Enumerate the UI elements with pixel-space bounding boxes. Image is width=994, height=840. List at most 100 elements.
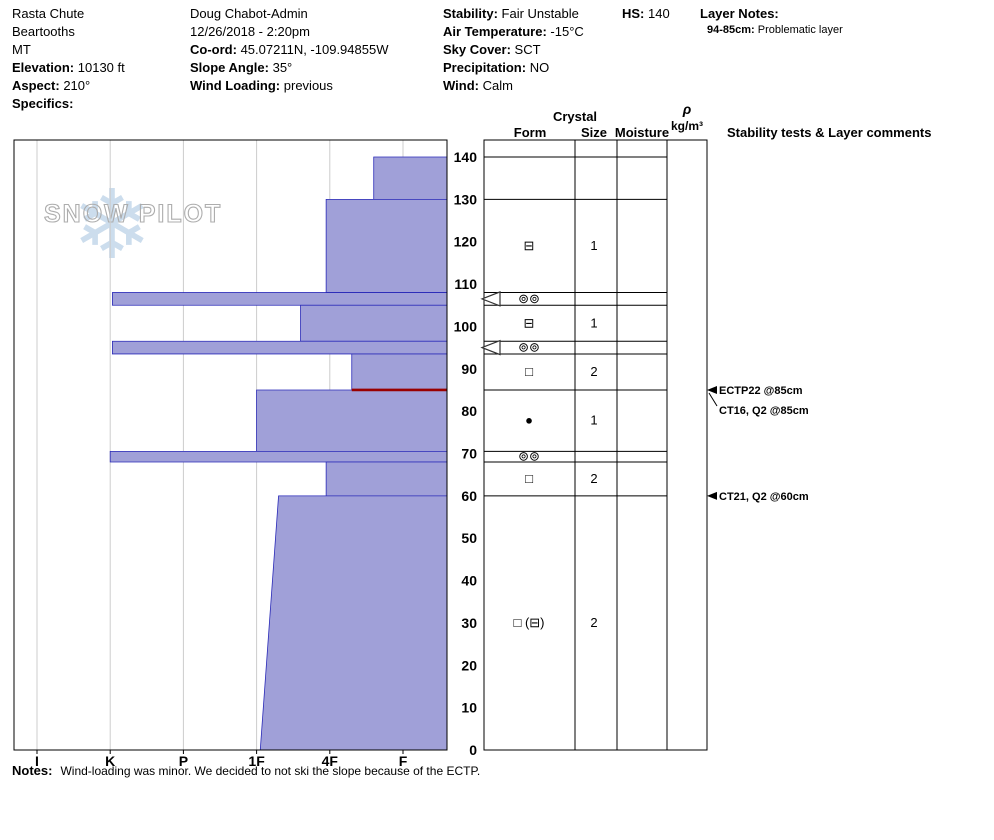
sky-cover-value: SCT — [514, 42, 541, 57]
slope-angle-label: Slope Angle: — [190, 60, 269, 75]
precipitation-label: Precipitation: — [443, 60, 527, 75]
site-elevation: Elevation: 10130 ft — [12, 59, 125, 77]
depth-label: 120 — [454, 234, 478, 250]
notes-label: Notes: — [12, 763, 53, 778]
depth-label: 100 — [454, 318, 478, 334]
elevation-value: 10130 ft — [77, 60, 125, 75]
depth-label: 90 — [461, 361, 477, 377]
crystal-form: ⊚⊚ — [518, 449, 540, 464]
size-header: Size — [581, 125, 607, 140]
stability-value: Fair Unstable — [501, 6, 579, 21]
header-hs-column: HS: 140 — [622, 5, 670, 23]
hs-label: HS: — [622, 6, 645, 21]
hardness-axis-label: F — [399, 753, 408, 769]
layer-bar — [256, 389, 448, 452]
depth-label: 110 — [454, 276, 477, 292]
layer-note-text: Problematic layer — [757, 24, 843, 36]
slope-angle-value: 35° — [272, 60, 293, 75]
air-temp-value: -15°C — [550, 24, 584, 39]
density-unit: kg/m³ — [671, 119, 703, 133]
wind-loading-value: previous — [283, 78, 333, 93]
table-border — [483, 139, 708, 751]
layer-bar — [300, 304, 448, 342]
depth-label: 40 — [461, 573, 477, 589]
crystal-size: 1 — [590, 315, 597, 330]
layer-of-concern-arrow-icon — [480, 339, 501, 356]
notes-text: Wind-loading was minor. We decided to no… — [60, 764, 481, 778]
stability-test-label: ECTP22 @85cm — [719, 385, 803, 397]
site-name: Rasta Chute — [12, 6, 85, 21]
layer-note: 94-85cm: Problematic layer — [707, 23, 843, 38]
sky-cover-label: Sky Cover: — [443, 42, 511, 57]
layer-bar — [111, 292, 448, 306]
site-specifics: Specifics: — [12, 95, 125, 113]
moisture-header: Moisture — [615, 125, 669, 140]
crystal-form: ⊚⊚ — [518, 340, 540, 355]
wind-value: Calm — [482, 78, 513, 93]
depth-label: 20 — [461, 657, 477, 673]
depth-label: 130 — [454, 191, 478, 207]
wind-loading: Wind Loading: previous — [190, 77, 388, 95]
site-state: MT — [12, 42, 31, 57]
depth-label: 80 — [461, 403, 477, 419]
crystal-form: □ — [525, 471, 533, 486]
depth-label: 0 — [469, 742, 477, 758]
layer-notes-label: Layer Notes: — [700, 6, 779, 21]
site-aspect: Aspect: 210° — [12, 77, 125, 95]
coord-label: Co-ord: — [190, 42, 237, 57]
layer-bar — [325, 461, 448, 497]
hardness-axis-label: 4F — [322, 753, 339, 769]
observation-datetime: 12/26/2018 - 2:20pm — [190, 24, 310, 39]
layer-bar — [259, 495, 448, 751]
depth-label: 60 — [461, 488, 477, 504]
aspect-label: Aspect: — [12, 78, 60, 93]
height-of-snow: HS: 140 — [622, 5, 670, 23]
depth-label: 50 — [461, 530, 477, 546]
layer-bar — [109, 450, 448, 463]
stability-label: Stability: — [443, 6, 498, 21]
crystal-form: □ (⊟) — [513, 615, 544, 630]
layer-bar — [351, 353, 448, 391]
aspect-value: 210° — [63, 78, 91, 93]
site-range: Beartooths — [12, 24, 75, 39]
stability-tests-header: Stability tests & Layer comments — [727, 125, 931, 140]
crystal-form: ⊟ — [524, 315, 535, 330]
crystal-size: 1 — [590, 238, 597, 253]
crystal-size: 1 — [590, 413, 597, 428]
header-site-column: Rasta Chute Beartooths MT Elevation: 101… — [12, 5, 125, 113]
header-layer-notes-column: Layer Notes: 94-85cm: Problematic layer — [700, 5, 843, 38]
layer-bar — [325, 198, 448, 293]
layer-of-concern-arrow-icon — [480, 291, 501, 307]
crystal-size: 2 — [590, 364, 597, 379]
watermark-text: SNOW PILOT — [44, 200, 222, 228]
slope-angle: Slope Angle: 35° — [190, 59, 388, 77]
observer-name: Doug Chabot-Admin — [190, 6, 308, 21]
header-conditions-column: Stability: Fair Unstable Air Temperature… — [443, 5, 584, 95]
crystal-form: ⊟ — [524, 238, 535, 253]
layer-bar — [111, 340, 448, 355]
specifics-label: Specifics: — [12, 96, 74, 111]
test-connector-line — [708, 392, 718, 407]
pit-notes: Notes: Wind-loading was minor. We decided… — [12, 763, 480, 778]
layer-note-range: 94-85cm: — [707, 24, 755, 36]
wind-label: Wind: — [443, 78, 479, 93]
hardness-axis-label: 1F — [248, 753, 265, 769]
test-arrow-icon — [707, 491, 717, 500]
hardness-axis-label: I — [35, 753, 39, 769]
crystal-form: ● — [525, 413, 533, 428]
stability-test-label: CT21, Q2 @60cm — [719, 491, 809, 503]
test-arrow-icon — [707, 385, 717, 394]
crystal-form: ⊚⊚ — [518, 291, 540, 306]
sky-cover: Sky Cover: SCT — [443, 41, 584, 59]
precipitation: Precipitation: NO — [443, 59, 584, 77]
crystal-header: Crystal — [553, 109, 597, 124]
depth-label: 140 — [454, 149, 478, 165]
elevation-label: Elevation: — [12, 60, 75, 75]
layer-notes-heading: Layer Notes: — [700, 5, 843, 23]
wind: Wind: Calm — [443, 77, 584, 95]
coord-value: 45.07211N, -109.94855W — [240, 42, 389, 57]
air-temp-label: Air Temperature: — [443, 24, 547, 39]
stability-test-label: CT16, Q2 @85cm — [719, 405, 809, 417]
